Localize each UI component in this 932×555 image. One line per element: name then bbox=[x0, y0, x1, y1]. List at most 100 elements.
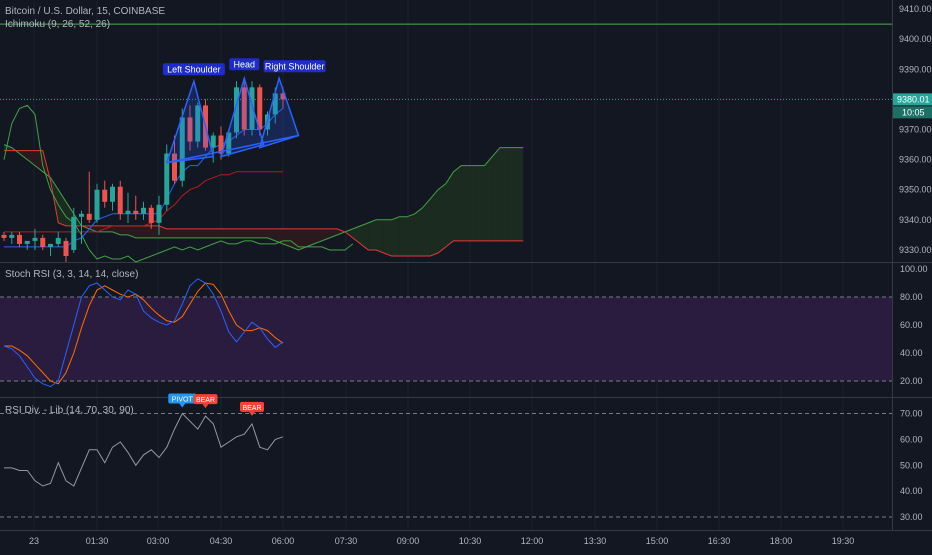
candle-body[interactable] bbox=[32, 237, 38, 241]
kumo-cloud-segment bbox=[213, 228, 221, 238]
price-axis[interactable]: 9410.009400.009390.009380.009370.009360.… bbox=[893, 4, 932, 522]
candle-body[interactable] bbox=[133, 210, 139, 214]
kumo-cloud-segment bbox=[135, 225, 144, 238]
candle-body[interactable] bbox=[280, 93, 286, 100]
candle-body[interactable] bbox=[187, 117, 193, 142]
kumo-cloud-segment bbox=[244, 228, 252, 238]
time-tick-label[interactable]: 03:00 bbox=[147, 536, 170, 546]
pattern-triangle[interactable] bbox=[219, 75, 265, 158]
rsi-tick-label: 60.00 bbox=[900, 434, 923, 444]
time-tick-label[interactable]: 23 bbox=[29, 536, 39, 546]
kumo-cloud-segment bbox=[190, 228, 198, 238]
kumo-cloud-segment bbox=[414, 207, 423, 256]
price-tick-label: 9350.00 bbox=[899, 185, 932, 195]
price-tick-label: 9330.00 bbox=[899, 245, 932, 255]
time-tick-label[interactable]: 18:00 bbox=[770, 536, 793, 546]
pattern-label: Right Shoulder bbox=[265, 61, 325, 71]
kumo-cloud-segment bbox=[383, 219, 392, 256]
candle-body[interactable] bbox=[110, 186, 115, 202]
kumo-cloud-segment bbox=[484, 156, 493, 241]
kumo-cloud-segment bbox=[290, 228, 299, 250]
candle-body[interactable] bbox=[234, 87, 239, 133]
candle-body[interactable] bbox=[218, 135, 224, 154]
pattern-triangle[interactable] bbox=[165, 78, 215, 164]
candle-body[interactable] bbox=[24, 240, 30, 244]
kumo-cloud-segment bbox=[321, 228, 330, 241]
candle-body[interactable] bbox=[86, 213, 92, 220]
candle-body[interactable] bbox=[9, 234, 15, 238]
symbol-legend[interactable]: Bitcoin / U.S. Dollar, 15, COINBASE bbox=[5, 6, 166, 17]
candle-body[interactable] bbox=[55, 237, 61, 244]
time-axis[interactable]: 23 01:30 03:00 04:30 06:00 07:30 09:00 10:30 12:… bbox=[29, 536, 854, 546]
time-tick-label[interactable]: 04:30 bbox=[210, 536, 233, 546]
time-tick-label[interactable]: 13:30 bbox=[584, 536, 607, 546]
bear-marker[interactable] bbox=[193, 394, 218, 405]
rsi-div-legend[interactable]: RSI Div. - Lib (14, 70, 30, 90) bbox=[5, 405, 134, 416]
candle-body[interactable] bbox=[48, 243, 53, 247]
candle-body[interactable] bbox=[125, 210, 131, 214]
time-tick-label[interactable]: 09:00 bbox=[397, 536, 420, 546]
candle-body[interactable] bbox=[148, 207, 154, 223]
kumo-cloud-segment bbox=[515, 147, 524, 241]
pattern-label-box[interactable] bbox=[229, 58, 260, 71]
time-tick-label[interactable]: 15:00 bbox=[646, 536, 669, 546]
candle-body[interactable] bbox=[172, 153, 177, 181]
countdown-badge bbox=[893, 106, 932, 119]
stoch-tick-label: 80.00 bbox=[900, 292, 923, 302]
price-tick-label: 9340.00 bbox=[899, 215, 932, 225]
time-tick-label[interactable]: 01:30 bbox=[86, 536, 109, 546]
candle-body[interactable] bbox=[156, 204, 162, 223]
candle-body[interactable] bbox=[63, 240, 69, 256]
candle-body[interactable] bbox=[40, 237, 46, 247]
kumo-cloud-segment bbox=[19, 150, 28, 160]
kumo-cloud-segment bbox=[166, 228, 175, 238]
kumo-cloud-segment bbox=[407, 213, 415, 256]
candle-body[interactable] bbox=[164, 153, 170, 205]
candle-body[interactable] bbox=[241, 87, 247, 130]
candle-body[interactable] bbox=[257, 87, 263, 130]
marker-label: BEAR bbox=[242, 405, 261, 412]
kumo-cloud-segment bbox=[438, 183, 446, 253]
candle-body[interactable] bbox=[117, 186, 123, 214]
stoch-rsi-pane[interactable] bbox=[0, 278, 892, 388]
time-tick-label[interactable]: 19:30 bbox=[832, 536, 855, 546]
candle-body[interactable] bbox=[272, 93, 278, 115]
time-tick-label[interactable]: 12:00 bbox=[521, 536, 544, 546]
candle-body[interactable] bbox=[17, 234, 22, 244]
last-price-badge[interactable] bbox=[893, 93, 932, 106]
price-pane[interactable]: Left Shoulder Head Right Shoulder bbox=[0, 23, 892, 263]
time-tick-label[interactable]: 07:30 bbox=[335, 536, 358, 546]
candle-body[interactable] bbox=[71, 216, 77, 250]
pattern-label-box[interactable] bbox=[263, 60, 326, 73]
bear-marker[interactable] bbox=[240, 401, 264, 412]
time-tick-label[interactable]: 10:30 bbox=[459, 536, 482, 546]
stoch-tick-label: 20.00 bbox=[900, 376, 923, 386]
stoch-rsi-legend[interactable]: Stoch RSI (3, 3, 14, 14, close) bbox=[5, 269, 139, 280]
candle-body[interactable] bbox=[249, 87, 255, 130]
candle-body[interactable] bbox=[79, 213, 84, 217]
candle-body[interactable] bbox=[1, 234, 7, 238]
stoch-d-line[interactable] bbox=[4, 282, 284, 385]
stoch-k-line[interactable] bbox=[3, 278, 284, 388]
time-tick-label[interactable]: 16:30 bbox=[708, 536, 731, 546]
time-tick-label[interactable]: 06:00 bbox=[272, 536, 295, 546]
candle-body[interactable] bbox=[141, 207, 146, 214]
kumo-cloud-segment bbox=[391, 216, 400, 256]
rsi-tick-label: 50.00 bbox=[900, 460, 923, 470]
candle-body[interactable] bbox=[102, 189, 108, 202]
pattern-triangle[interactable] bbox=[258, 75, 300, 149]
candle-body[interactable] bbox=[226, 132, 232, 154]
rsi-line[interactable] bbox=[4, 412, 284, 487]
kumo-cloud-segment bbox=[376, 219, 384, 253]
candle-body[interactable] bbox=[94, 189, 100, 220]
pivot-marker[interactable] bbox=[168, 393, 197, 404]
candle-body[interactable] bbox=[179, 117, 185, 181]
pattern-label-box[interactable] bbox=[162, 63, 225, 76]
candle-body[interactable] bbox=[195, 105, 201, 142]
candle-body[interactable] bbox=[210, 135, 216, 148]
kumo-cloud-segment bbox=[205, 228, 214, 238]
countdown-label: 10:05 bbox=[902, 107, 925, 117]
ichimoku-legend[interactable]: Ichimoku (9, 26, 52, 26) bbox=[5, 19, 111, 30]
